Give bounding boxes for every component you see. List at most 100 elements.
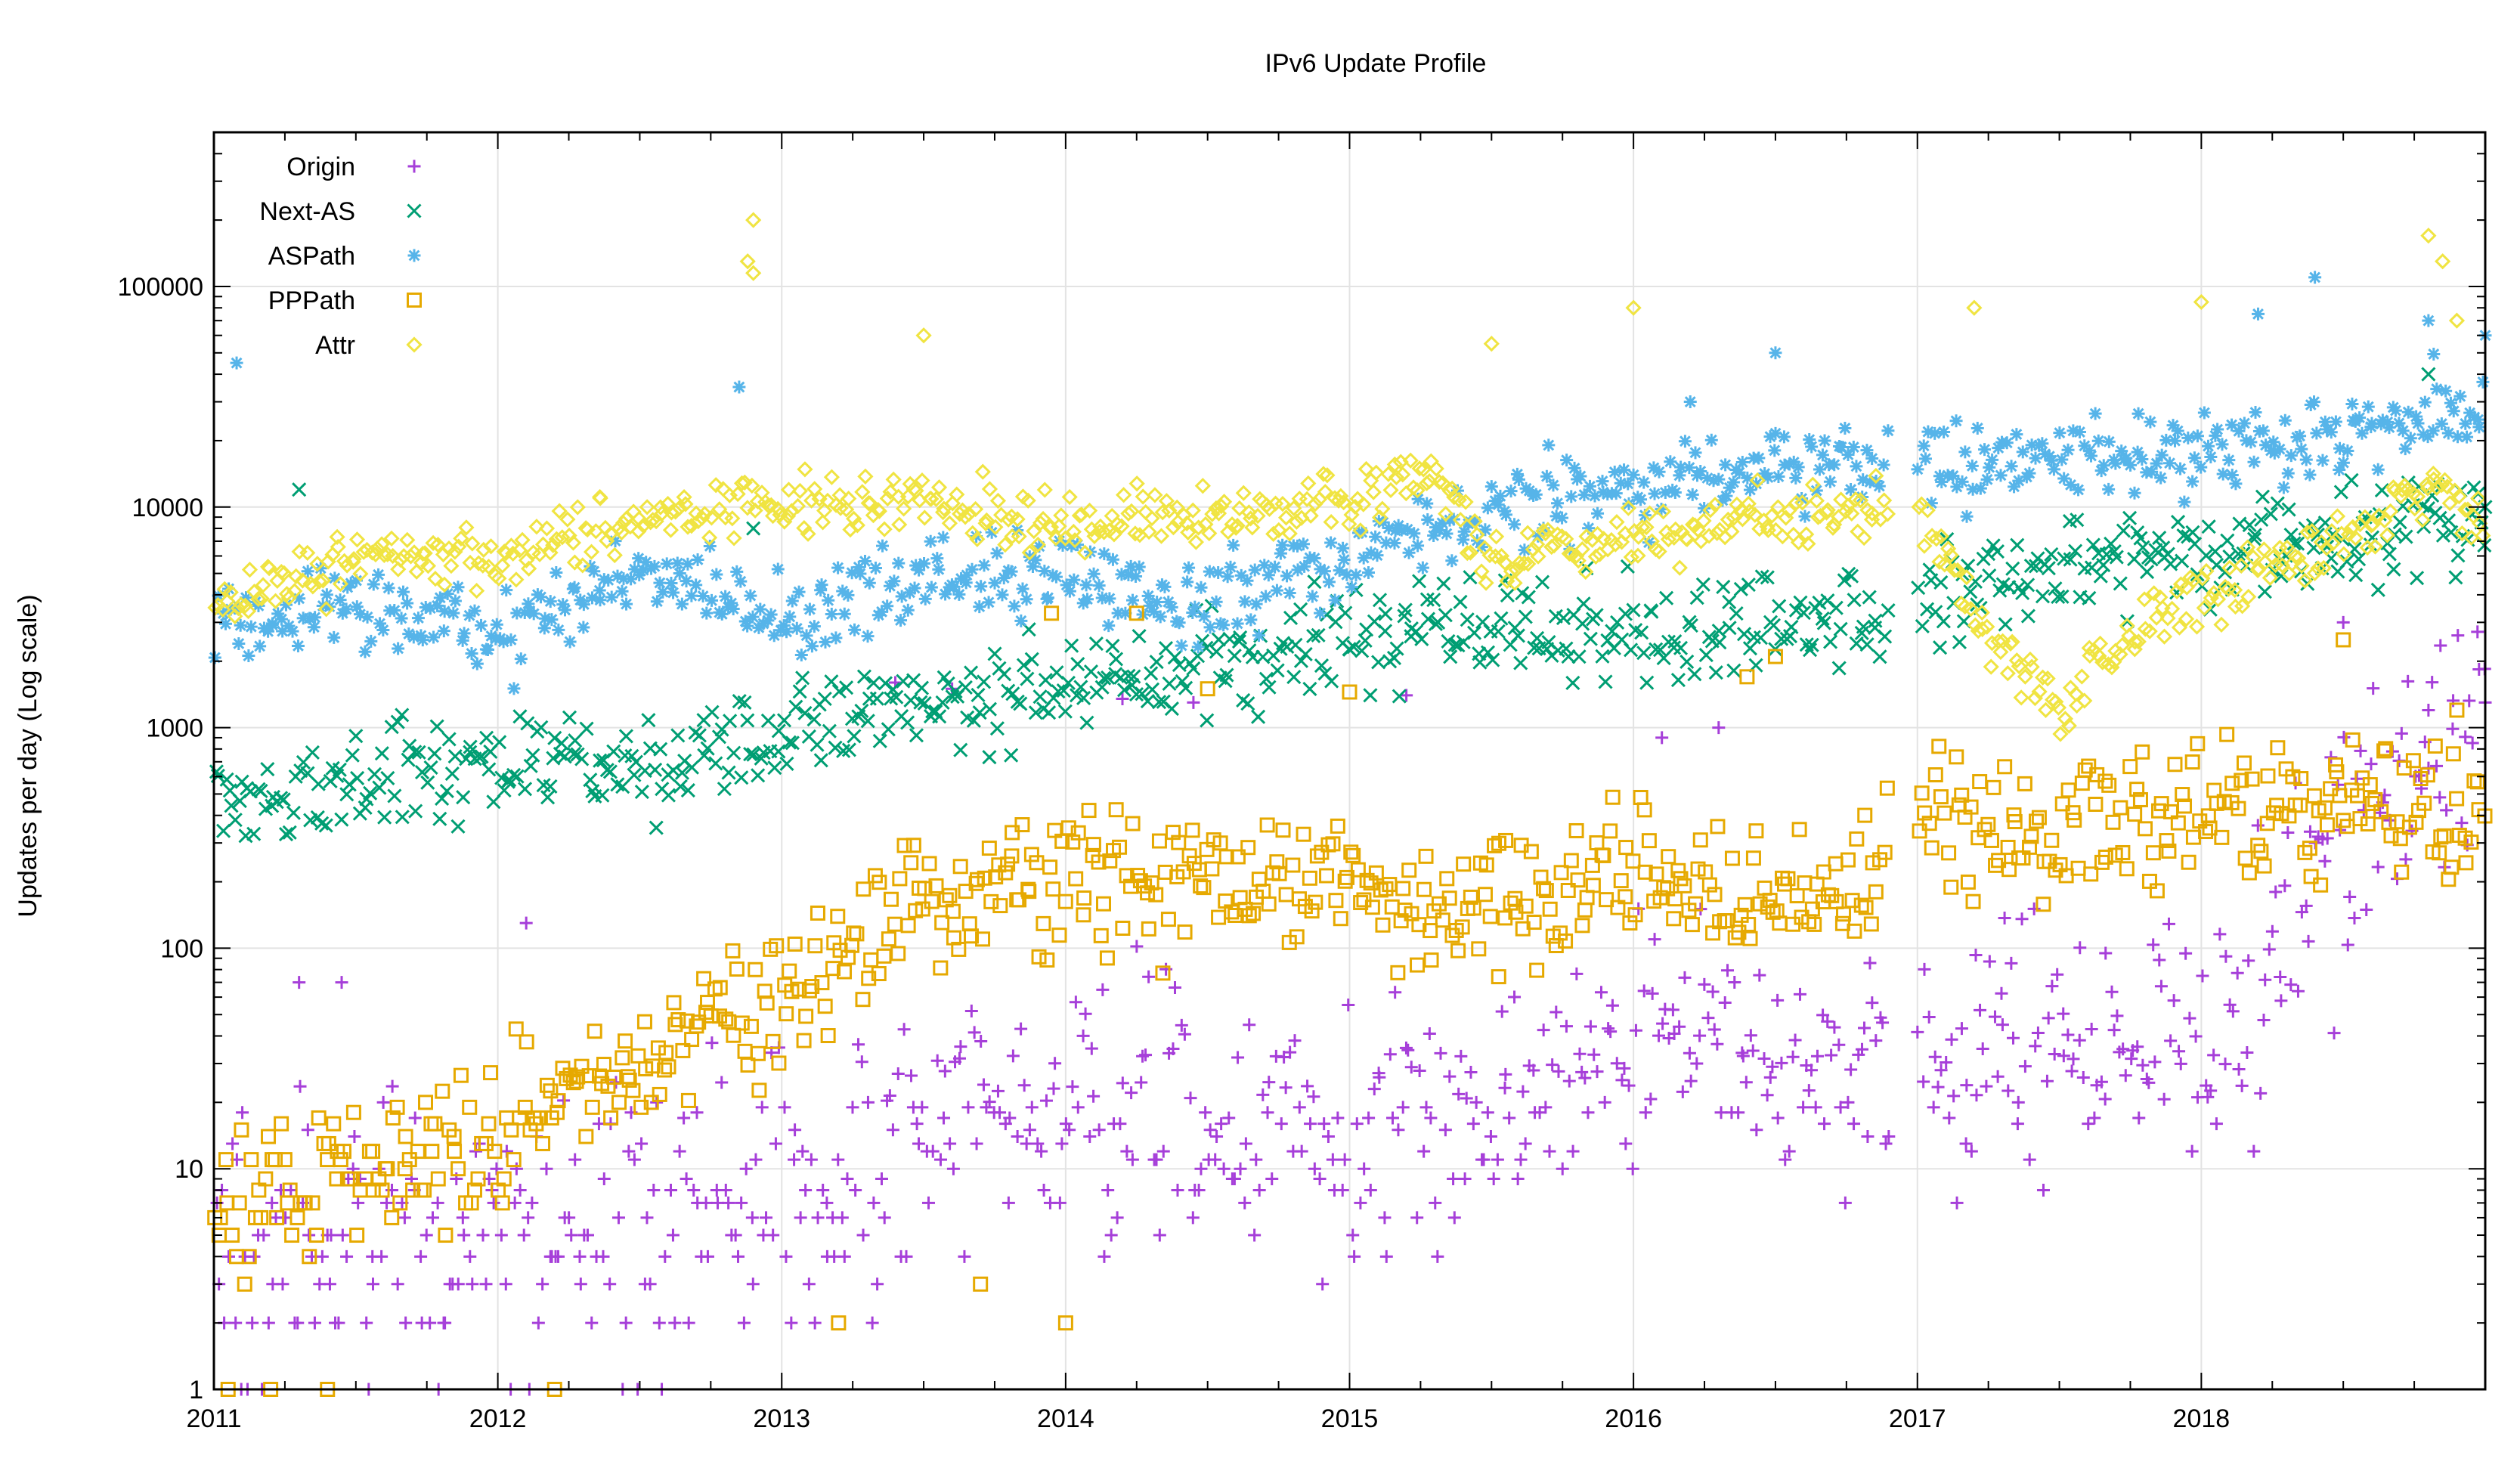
data-point-attr — [2475, 527, 2491, 544]
data-point-origin — [1487, 1172, 1500, 1186]
data-point-aspath — [1259, 590, 1273, 603]
data-point-pppath — [1302, 870, 1317, 886]
data-point-aspath — [689, 578, 703, 592]
data-point-attr — [1949, 562, 1966, 579]
data-point-pppath — [427, 1116, 443, 1132]
data-point-attr — [1307, 496, 1323, 512]
data-point-origin — [1998, 912, 2011, 925]
data-point-origin — [1217, 1162, 1231, 1175]
data-point-next-as — [1097, 670, 1112, 686]
data-point-origin — [2207, 1048, 2221, 1062]
data-point-next-as — [540, 790, 556, 805]
data-point-next-as — [547, 730, 562, 745]
data-point-aspath — [1648, 487, 1661, 500]
data-point-aspath — [1060, 578, 1073, 592]
data-point-attr — [819, 492, 836, 509]
data-point-pppath — [2469, 774, 2485, 790]
data-point-next-as — [1868, 613, 1883, 628]
data-point-origin — [1581, 1106, 1595, 1119]
data-point-pppath — [374, 1182, 390, 1198]
data-point-origin — [1113, 1117, 1127, 1131]
data-point-pppath — [1602, 823, 1618, 839]
data-point-attr — [783, 503, 800, 519]
data-point-origin — [517, 1228, 531, 1242]
data-point-attr — [882, 484, 899, 500]
data-point-aspath — [2209, 429, 2222, 442]
data-point-attr — [1620, 500, 1636, 516]
data-point-pppath — [1936, 805, 1952, 821]
data-point-origin — [1417, 1144, 1431, 1158]
data-point-attr — [671, 500, 688, 516]
data-point-attr — [1819, 502, 1836, 519]
data-point-next-as — [1463, 570, 1478, 585]
data-point-next-as — [1571, 649, 1587, 664]
data-point-attr — [2439, 478, 2456, 495]
data-point-pppath — [1410, 957, 1426, 973]
data-point-origin — [229, 1316, 243, 1330]
data-point-pppath — [1518, 898, 1534, 914]
data-point-attr — [551, 503, 568, 519]
data-point-aspath — [1111, 606, 1125, 620]
data-point-aspath — [2088, 407, 2102, 420]
data-point-attr — [2073, 668, 2090, 685]
data-point-next-as — [276, 792, 291, 807]
data-point-next-as — [1500, 588, 1515, 603]
data-point-aspath — [1440, 527, 1453, 540]
data-point-attr — [1302, 507, 1319, 524]
data-point-origin — [1388, 986, 1402, 999]
data-point-attr — [2382, 503, 2399, 520]
data-point-attr — [1709, 525, 1726, 541]
data-point-origin — [1438, 1123, 1452, 1137]
data-point-next-as — [1293, 653, 1309, 668]
data-point-pppath — [423, 1116, 439, 1132]
data-point-aspath — [447, 606, 460, 620]
data-point-next-as — [1178, 680, 1193, 695]
data-point-pppath — [258, 1171, 274, 1187]
data-point-attr — [721, 487, 738, 503]
data-point-next-as — [2085, 537, 2101, 553]
data-point-next-as — [996, 667, 1012, 682]
data-point-aspath — [1308, 552, 1321, 565]
data-point-pppath — [810, 905, 825, 921]
data-point-origin — [2254, 1086, 2268, 1100]
data-point-origin — [643, 1277, 657, 1291]
data-point-pppath — [1927, 767, 1943, 783]
data-point-next-as — [1116, 683, 1132, 698]
data-point-pppath — [804, 979, 820, 995]
data-point-origin — [1307, 1090, 1320, 1104]
data-point-aspath — [1411, 539, 1425, 553]
data-point-attr — [1104, 507, 1120, 525]
data-point-origin — [2257, 1014, 2271, 1027]
data-point-aspath — [1291, 563, 1305, 577]
data-point-pppath — [871, 875, 887, 890]
data-point-origin — [1683, 1046, 1696, 1060]
data-point-origin — [2336, 615, 2350, 629]
data-point-origin — [1460, 1092, 1473, 1105]
data-point-pppath — [2236, 755, 2252, 771]
data-point-attr — [701, 529, 718, 546]
data-point-aspath — [353, 608, 367, 621]
data-point-origin — [376, 1095, 390, 1109]
data-point-pppath — [416, 1182, 432, 1198]
data-point-attr — [2436, 472, 2453, 488]
data-point-next-as — [2020, 578, 2036, 593]
data-point-aspath — [1634, 493, 1648, 506]
data-point-attr — [1774, 528, 1791, 545]
data-point-pppath — [1637, 864, 1653, 880]
data-point-pppath — [2105, 814, 2121, 830]
data-point-next-as — [2392, 515, 2407, 530]
data-point-origin — [1546, 1058, 1559, 1072]
data-point-next-as — [216, 823, 231, 838]
data-point-origin — [2162, 917, 2175, 931]
data-point-aspath — [738, 615, 752, 628]
data-point-next-as — [1057, 704, 1073, 719]
data-point-aspath — [568, 581, 581, 594]
data-point-aspath — [1227, 538, 1240, 552]
data-point-pppath — [289, 1209, 305, 1225]
data-point-pppath — [2145, 845, 2161, 861]
data-point-pppath — [517, 1099, 533, 1115]
data-point-attr — [724, 510, 741, 527]
data-point-origin — [2196, 969, 2209, 983]
data-point-attr — [1333, 488, 1349, 504]
